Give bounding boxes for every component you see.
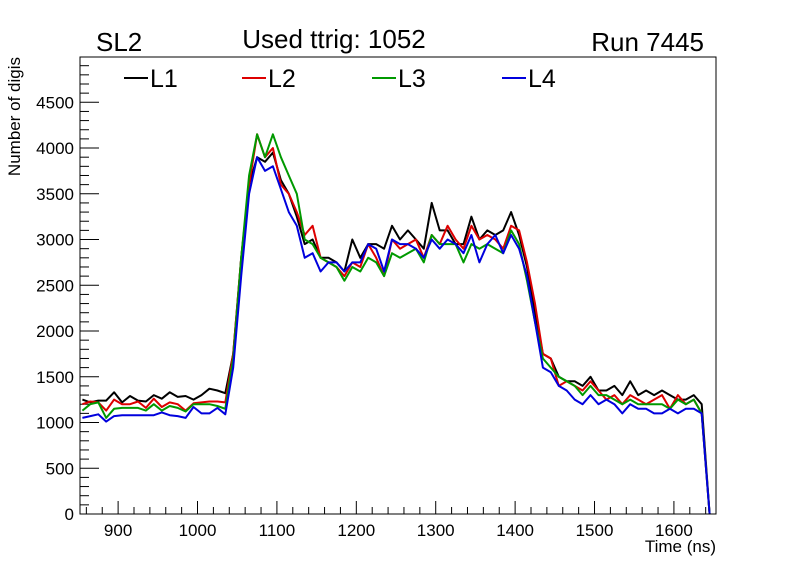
x-tick-label: 1600 — [655, 521, 693, 540]
y-axis-label: Number of digis — [5, 57, 24, 176]
x-tick-label: 900 — [104, 521, 132, 540]
x-tick-label: 1000 — [179, 521, 217, 540]
x-axis-label: Time (ns) — [645, 537, 716, 556]
chart-title: Used ttrig: 1052 — [242, 24, 426, 54]
y-tick-label: 500 — [46, 459, 74, 478]
y-tick-label: 3000 — [36, 231, 74, 250]
legend-label-l4: L4 — [528, 65, 556, 93]
x-tick-label: 1300 — [417, 521, 455, 540]
series-line-l1 — [82, 151, 711, 515]
series-line-l3 — [81, 133, 711, 515]
legend: L1 L2 L3 L4 — [124, 65, 556, 93]
title-left: SL2 — [96, 27, 142, 57]
legend-label-l3: L3 — [398, 65, 426, 93]
x-tick-label: 1400 — [496, 521, 534, 540]
y-tick-label: 4000 — [36, 139, 74, 158]
y-tick-label: 1500 — [36, 368, 74, 387]
plot-frame — [79, 56, 717, 515]
x-tick-label: 1200 — [337, 521, 375, 540]
legend-label-l1: L1 — [150, 65, 178, 93]
series-line-l4 — [82, 156, 711, 515]
y-tick-label: 4500 — [36, 93, 74, 112]
y-tick-label: 2000 — [36, 322, 74, 341]
title-right: Run 7445 — [591, 27, 704, 57]
legend-label-l2: L2 — [268, 65, 296, 93]
x-tick-label: 1500 — [576, 521, 614, 540]
x-tick-label: 1100 — [259, 521, 296, 540]
y-tick-label: 1000 — [36, 414, 74, 433]
y-tick-label: 0 — [65, 505, 74, 524]
y-tick-label: 2500 — [36, 276, 74, 295]
y-tick-label: 3500 — [36, 185, 74, 204]
series-line-l2 — [82, 133, 711, 515]
